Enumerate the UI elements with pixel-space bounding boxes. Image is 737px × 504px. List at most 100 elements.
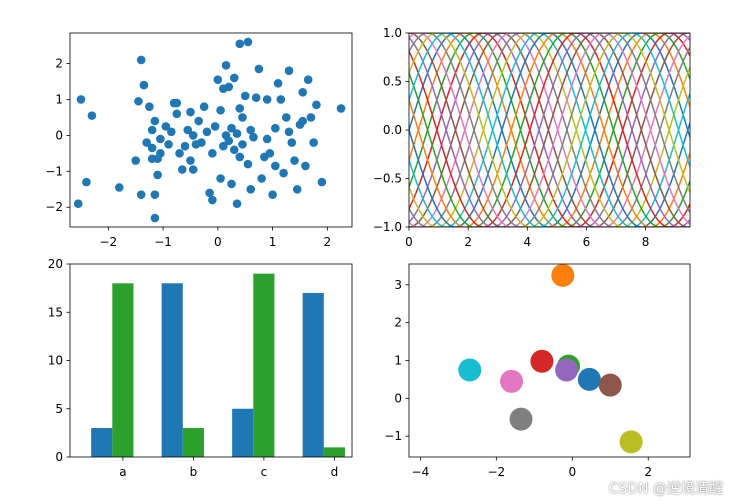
scatter-point: [284, 66, 294, 76]
scatter-points: [73, 37, 346, 223]
scatter-point: [268, 190, 277, 199]
scatter-point: [284, 127, 294, 137]
scatter-point: [194, 116, 203, 126]
scatter-point: [317, 177, 327, 187]
sine-line-14: [409, 33, 690, 227]
axes-frame: [69, 263, 353, 458]
sine-line-19: [409, 33, 690, 227]
scatter-point: [229, 145, 239, 155]
sine-line-11: [409, 33, 690, 227]
scatter-point: [235, 104, 245, 113]
scatter-point: [221, 61, 231, 70]
x-tick-label: 0: [568, 465, 576, 479]
scatter-point: [156, 149, 165, 158]
bubble-point: [530, 349, 554, 373]
axes-frame: [69, 32, 353, 228]
scatter-point: [216, 174, 225, 183]
scatter-point: [306, 113, 316, 122]
scatter-point: [251, 93, 261, 102]
scatter-point: [156, 134, 165, 144]
scatter-point: [136, 190, 146, 199]
bar: [112, 283, 134, 457]
bar: [302, 292, 324, 457]
scatter-point: [224, 82, 234, 92]
y-tick-label: −2: [45, 200, 63, 214]
scatter-point: [298, 116, 308, 126]
scatter-point: [281, 113, 291, 122]
scatter-point: [87, 111, 97, 120]
scatter-point: [150, 190, 160, 199]
scatter-point: [213, 75, 223, 85]
scatter-point: [205, 188, 214, 198]
y-tick-label: 2: [55, 57, 63, 71]
bar: [161, 283, 183, 457]
scatter-point: [224, 136, 234, 146]
scatter-point: [153, 170, 162, 180]
scatter-point: [336, 104, 346, 113]
x-tick-label: 1: [269, 235, 277, 249]
y-tick-label: −0.5: [373, 172, 402, 186]
scatter-point: [271, 123, 280, 133]
scatter-point: [114, 183, 124, 192]
y-tick-label: −1: [45, 164, 63, 178]
scatter-point: [238, 113, 247, 122]
sine-lines: [409, 33, 690, 227]
scatter-point: [202, 127, 212, 137]
sine-line-12: [409, 33, 690, 227]
scatter-point: [183, 125, 193, 135]
y-tick-label: 10: [48, 354, 63, 368]
scatter-point: [139, 80, 149, 90]
y-tick-label: 0: [394, 391, 402, 405]
scatter-point: [235, 152, 245, 162]
scatter-point: [312, 100, 321, 110]
scatter-point: [142, 138, 151, 147]
watermark-text: CSDN @逆境清醒: [608, 481, 723, 497]
scatter-point: [243, 159, 253, 169]
scatter-point: [210, 122, 220, 131]
x-tick-label: 0: [405, 235, 413, 249]
scatter-point: [147, 154, 157, 164]
scatter-point: [164, 140, 173, 149]
x-tick-label: 6: [583, 235, 591, 249]
bar: [323, 447, 345, 457]
scatter-point: [273, 78, 283, 88]
axes-frame: [408, 263, 691, 458]
scatter-point: [199, 102, 209, 111]
bubble-point: [619, 430, 643, 454]
x-tick-label: 2: [644, 465, 652, 479]
x-tick-label: 4: [523, 235, 531, 249]
scatter-point: [180, 141, 190, 151]
bar: [232, 408, 254, 457]
bubble-point: [555, 358, 579, 382]
y-tick-label: 1: [394, 354, 402, 368]
bubble-points: [458, 264, 643, 454]
scatter-point: [246, 125, 255, 135]
scatter-point: [240, 91, 250, 101]
scatter-point: [150, 213, 160, 223]
y-tick-label: 3: [394, 278, 402, 292]
scatter-point: [271, 161, 280, 171]
scatter-point: [249, 132, 258, 142]
scatter-point: [262, 95, 272, 104]
scatter-point: [186, 156, 195, 165]
bar-chart-axes: 0 5 10 15 20 a b c d: [48, 257, 353, 479]
scatter-point: [150, 116, 160, 126]
scatter-point: [136, 55, 146, 65]
scatter-point: [219, 141, 228, 151]
scatter-point: [188, 131, 198, 140]
scatter-point: [232, 129, 242, 138]
scatter-point: [301, 161, 310, 171]
y-tick-label: −1: [384, 429, 402, 443]
scatter-point: [262, 134, 272, 144]
x-tick-label: −1: [154, 235, 172, 249]
scatter-point: [131, 156, 141, 165]
scatter-point: [76, 95, 86, 104]
sine-line-13: [409, 33, 690, 227]
sine-lines-axes: −1.0 −0.5 0.0 0.5 1.0 0 2 4 6 8: [373, 26, 691, 249]
bar: [182, 428, 204, 457]
scatter-point: [227, 179, 236, 189]
scatter-point: [232, 199, 242, 208]
scatter-point: [208, 149, 217, 158]
scatter-point: [279, 168, 288, 178]
x-tick-label: −2: [99, 235, 117, 249]
